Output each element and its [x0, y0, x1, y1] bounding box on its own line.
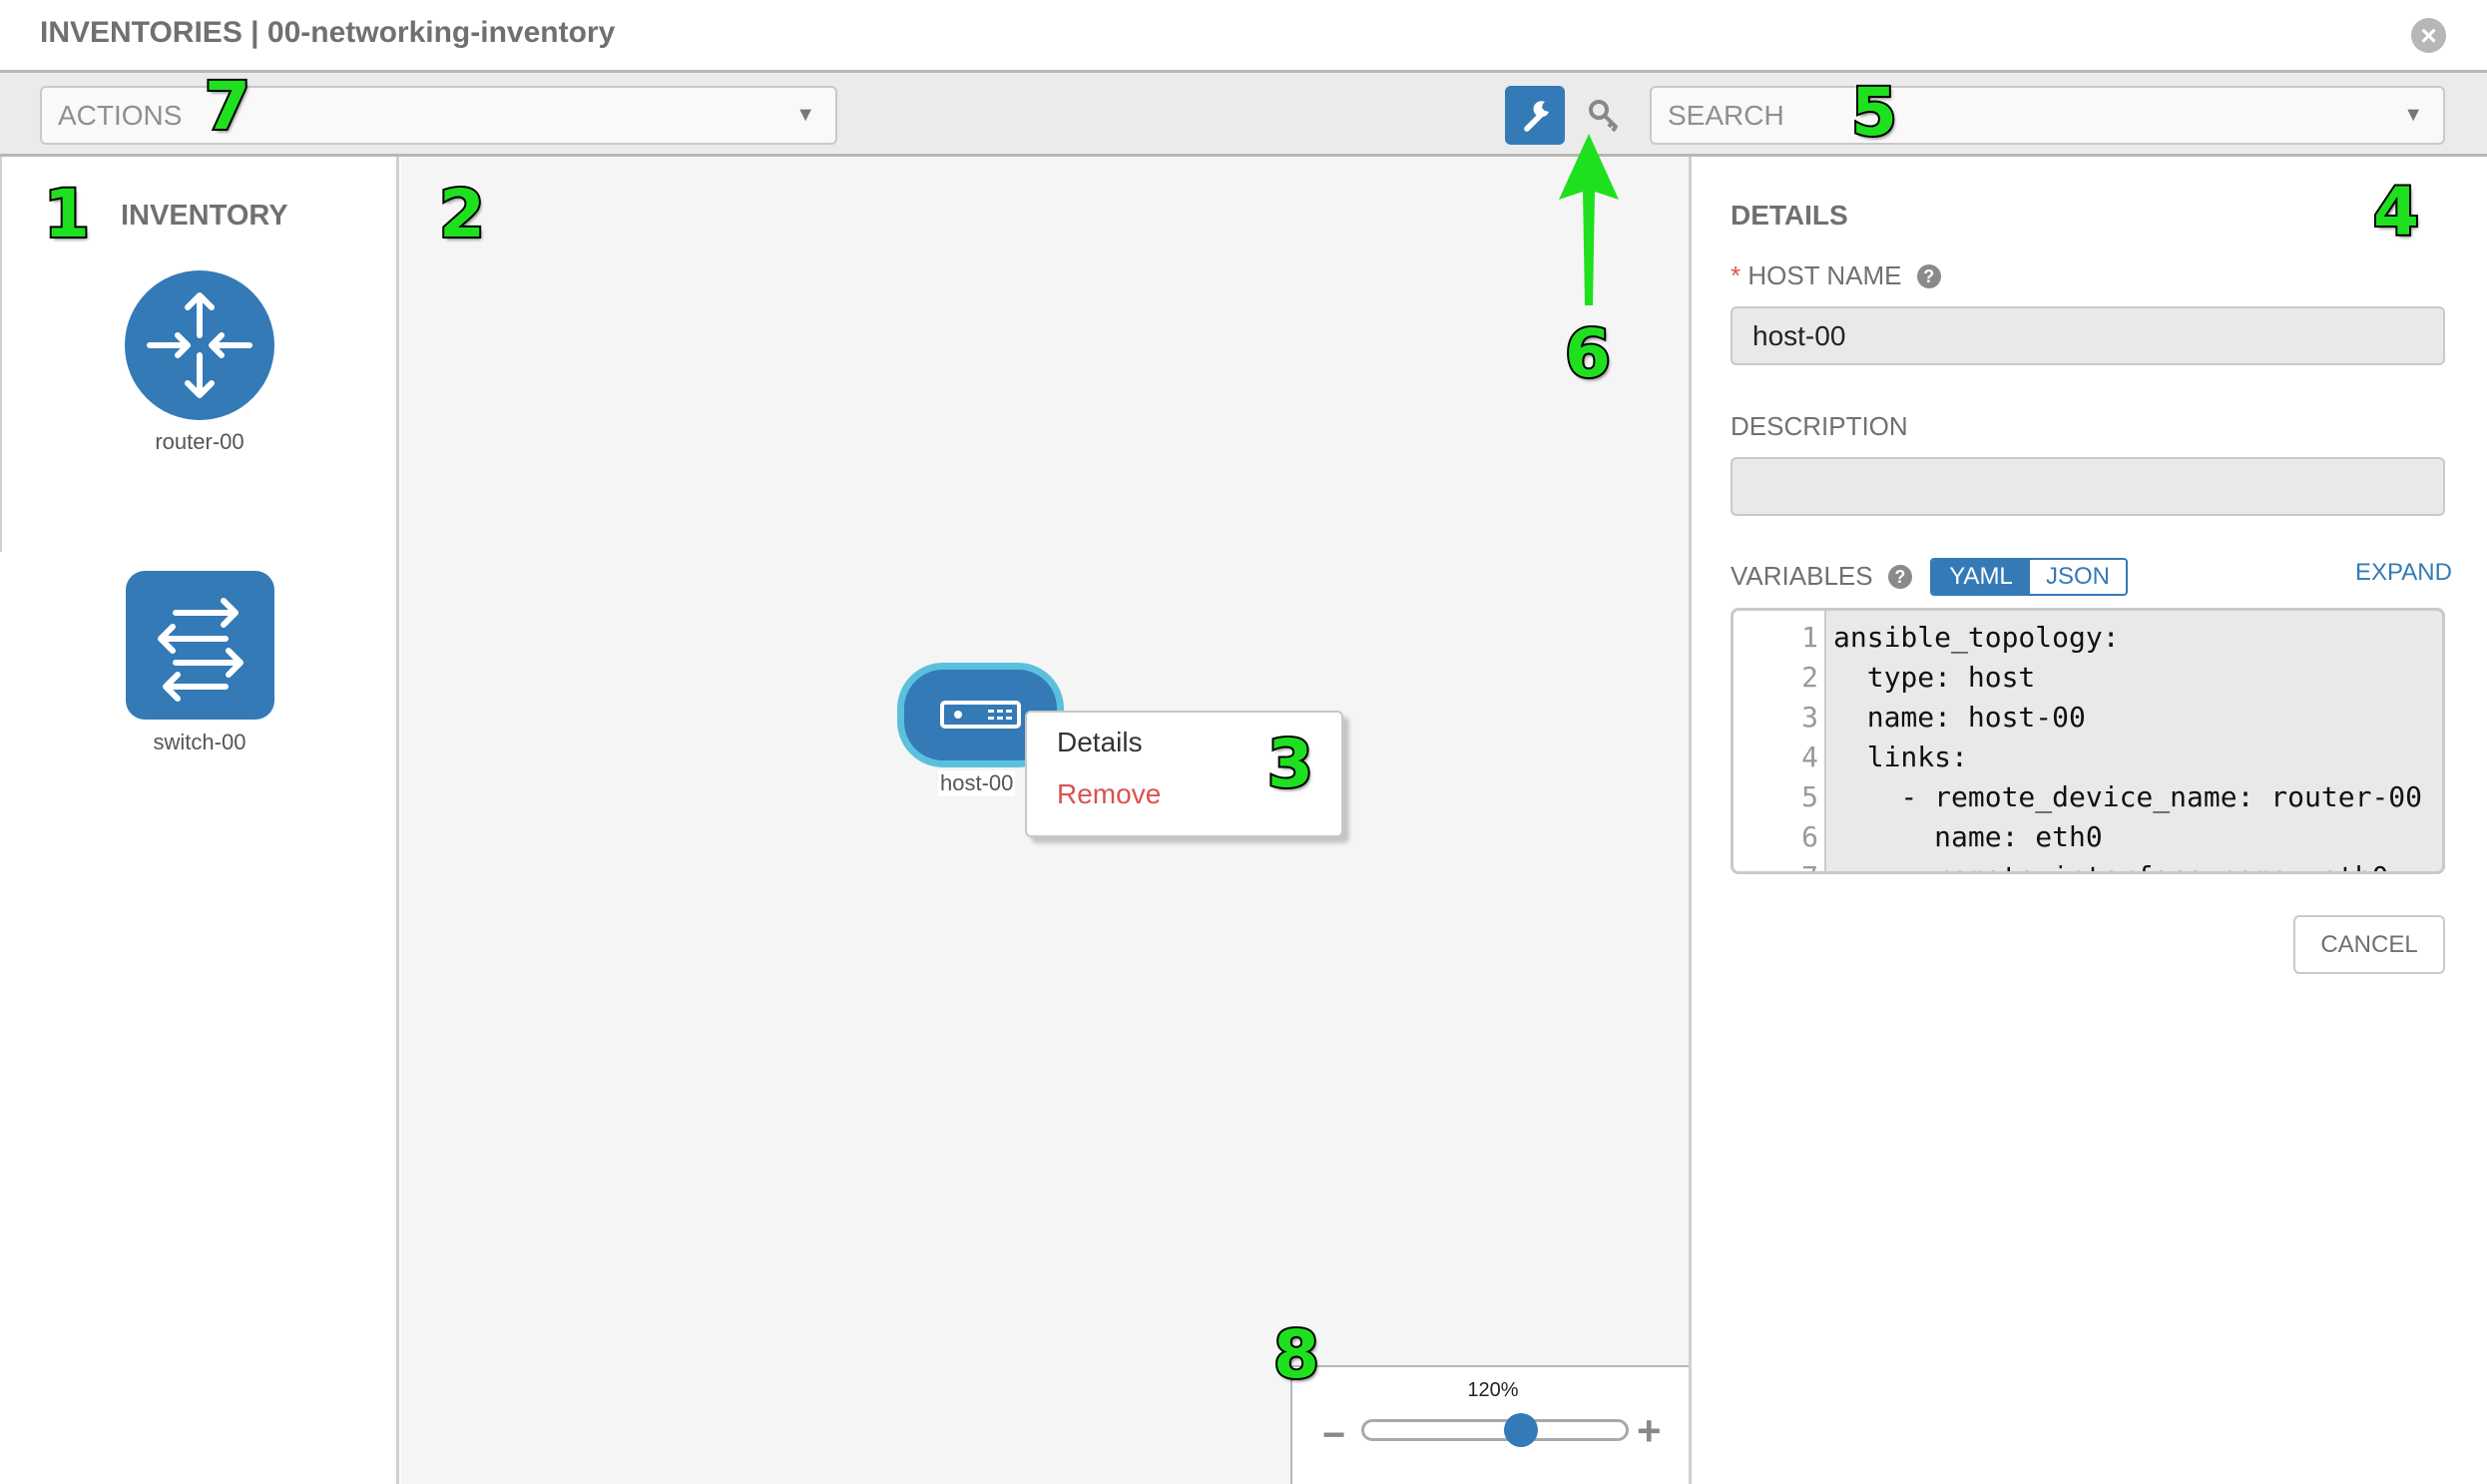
search-dropdown[interactable]: SEARCH ▼ — [1650, 86, 2445, 145]
code-line: links: — [1833, 741, 1968, 773]
code-line: name: host-00 — [1833, 701, 2086, 734]
cancel-button[interactable]: CANCEL — [2293, 915, 2445, 974]
title-bar: INVENTORIES | 00-networking-inventory × — [0, 0, 2487, 73]
switch-icon[interactable] — [126, 571, 274, 720]
key-icon[interactable] — [1585, 96, 1625, 136]
chevron-down-icon: ▼ — [795, 104, 815, 126]
search-placeholder: SEARCH — [1668, 100, 1784, 131]
code-line: ansible_topology: — [1833, 621, 2120, 654]
context-menu: Details Remove — [1025, 711, 1343, 837]
annotation-6: 6 — [1563, 315, 1613, 392]
description-input[interactable] — [1731, 457, 2445, 516]
variables-label: VARIABLES ? — [1731, 561, 1912, 592]
host-name-label: * HOST NAME ? — [1731, 260, 1941, 291]
annotation-arrow-icon — [1559, 134, 1619, 305]
host-name-label-text: HOST NAME — [1747, 260, 1902, 290]
help-icon[interactable]: ? — [1887, 565, 1912, 589]
chevron-down-icon: ▼ — [2403, 104, 2423, 126]
switch-label: switch-00 — [153, 730, 247, 754]
host-label: host-00 — [938, 770, 1016, 796]
line-number: 2 — [1801, 661, 1818, 694]
annotation-4: 4 — [2371, 174, 2421, 250]
required-mark: * — [1731, 260, 1741, 290]
code-line: remote_interface_name: eth0 — [1833, 860, 2388, 871]
host-name-input[interactable]: host-00 — [1731, 306, 2445, 365]
zoom-out-button[interactable]: − — [1322, 1413, 1346, 1457]
yaml-toggle[interactable]: YAML — [1932, 560, 2030, 594]
code-line: type: host — [1833, 661, 2036, 694]
annotation-7: 7 — [203, 68, 252, 145]
zoom-in-button[interactable]: + — [1637, 1407, 1662, 1454]
help-icon[interactable]: ? — [1916, 264, 1941, 288]
line-gutter: 1 2 3 4 5 6 7 — [1734, 611, 1826, 871]
close-icon[interactable]: × — [2411, 18, 2446, 53]
annotation-1: 1 — [42, 176, 92, 252]
wrench-icon — [1524, 101, 1549, 132]
zoom-level: 120% — [1467, 1379, 1519, 1401]
line-number: 3 — [1801, 701, 1818, 734]
zoom-slider[interactable] — [1361, 1419, 1629, 1441]
expand-link[interactable]: EXPAND — [2355, 559, 2452, 586]
line-number: 4 — [1801, 741, 1818, 773]
annotation-2: 2 — [437, 176, 487, 252]
json-toggle[interactable]: JSON — [2030, 560, 2126, 594]
menu-item-details[interactable]: Details — [1057, 727, 1143, 757]
inventory-title: INVENTORY — [121, 200, 288, 232]
line-number: 1 — [1801, 621, 1818, 654]
format-toggle: YAML JSON — [1930, 558, 2128, 596]
menu-item-remove[interactable]: Remove — [1057, 778, 1162, 809]
page-title: INVENTORIES | 00-networking-inventory — [40, 16, 616, 49]
actions-dropdown[interactable]: ACTIONS ▼ — [40, 86, 837, 145]
details-title: DETAILS — [1731, 200, 1848, 231]
annotation-5: 5 — [1849, 74, 1899, 151]
code-line: - remote_device_name: router-00 — [1833, 780, 2423, 813]
zoom-slider-handle[interactable] — [1504, 1413, 1538, 1447]
line-number: 5 — [1801, 780, 1818, 813]
router-icon[interactable] — [125, 270, 274, 420]
host-server-icon — [940, 701, 1021, 729]
line-number: 7 — [1758, 860, 1818, 871]
wrench-button[interactable] — [1505, 86, 1565, 145]
variables-editor[interactable]: 1 2 3 4 5 6 7 ansible_topology: type: host nam… — [1731, 608, 2445, 874]
code-line: name: eth0 — [1833, 820, 2103, 853]
annotation-8: 8 — [1271, 1316, 1321, 1393]
actions-placeholder: ACTIONS — [58, 100, 183, 131]
line-number: 6 — [1801, 820, 1818, 853]
router-label: router-00 — [155, 429, 245, 454]
variables-label-text: VARIABLES — [1731, 561, 1873, 591]
divider — [0, 157, 2, 552]
annotation-3: 3 — [1265, 726, 1315, 802]
zoom-control: 120% − + — [1290, 1365, 1689, 1484]
description-label: DESCRIPTION — [1731, 411, 1908, 441]
